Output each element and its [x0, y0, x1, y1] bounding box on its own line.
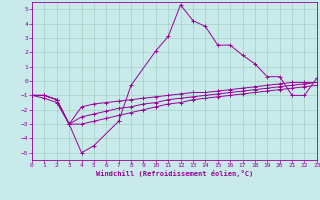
X-axis label: Windchill (Refroidissement éolien,°C): Windchill (Refroidissement éolien,°C) — [96, 170, 253, 177]
